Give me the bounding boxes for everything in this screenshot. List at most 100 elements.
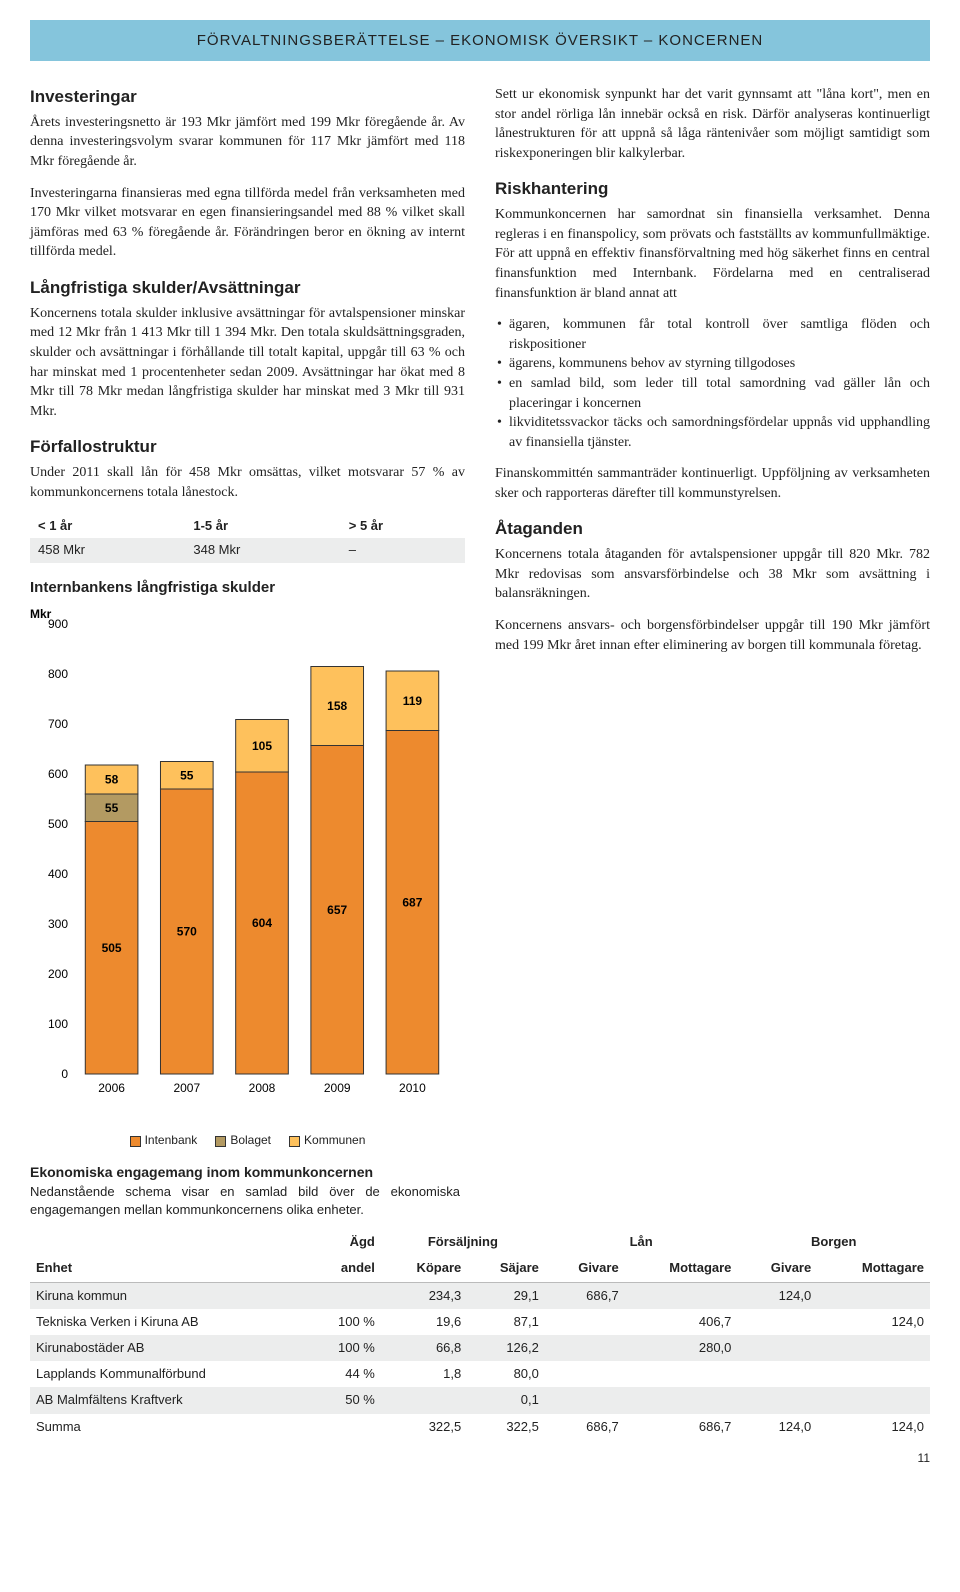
svg-text:58: 58 <box>105 772 119 786</box>
td: 322,5 <box>467 1414 545 1440</box>
para: Sett ur ekonomisk synpunkt har det varit… <box>495 85 930 163</box>
td <box>817 1282 930 1309</box>
td: Kirunabostäder AB <box>30 1335 307 1361</box>
chart-title: Internbankens långfristiga skulder <box>30 577 465 598</box>
td <box>737 1335 817 1361</box>
svg-text:570: 570 <box>177 924 197 938</box>
svg-text:600: 600 <box>48 767 68 781</box>
svg-text:0: 0 <box>61 1067 68 1081</box>
td <box>307 1282 381 1309</box>
table-row: AB Malmfältens Kraftverk50 %0,1 <box>30 1387 930 1413</box>
td: 124,0 <box>737 1414 817 1440</box>
svg-text:505: 505 <box>102 940 122 954</box>
td: – <box>341 538 465 562</box>
th-group: Borgen <box>737 1229 930 1255</box>
svg-text:400: 400 <box>48 867 68 881</box>
td <box>817 1361 930 1387</box>
td: 124,0 <box>737 1282 817 1309</box>
svg-text:200: 200 <box>48 967 68 981</box>
td <box>817 1387 930 1413</box>
para: Under 2011 skall lån för 458 Mkr omsätta… <box>30 463 465 502</box>
td: 44 % <box>307 1361 381 1387</box>
th-group: Lån <box>545 1229 738 1255</box>
para: Finanskommittén sammanträder kontinuerli… <box>495 464 930 503</box>
table-row: Summa322,5322,5686,7686,7124,0124,0 <box>30 1414 930 1440</box>
para: Koncernens totala skulder inklusive avsä… <box>30 304 465 422</box>
td: 686,7 <box>625 1414 738 1440</box>
td <box>307 1414 381 1440</box>
svg-text:657: 657 <box>327 902 347 916</box>
td <box>381 1387 467 1413</box>
eco-table: ÄgdFörsäljningLånBorgenEnhetandelKöpareS… <box>30 1229 930 1440</box>
svg-text:55: 55 <box>180 768 194 782</box>
legend-item: Kommunen <box>289 1132 365 1149</box>
td <box>625 1387 738 1413</box>
eco-desc: Nedanstående schema visar en samlad bild… <box>30 1183 460 1219</box>
bullet-list: ägaren, kommunen får total kontroll över… <box>495 315 930 452</box>
th: 1-5 år <box>185 514 340 538</box>
bullet-item: ägarens, kommunens behov av styrning til… <box>495 354 930 374</box>
right-column: Sett ur ekonomisk synpunkt har det varit… <box>495 85 930 1149</box>
table-row: Lapplands Kommunalförbund44 %1,880,0 <box>30 1361 930 1387</box>
svg-text:100: 100 <box>48 1017 68 1031</box>
td: 66,8 <box>381 1335 467 1361</box>
svg-text:55: 55 <box>105 800 119 814</box>
table-row: Kirunabostäder AB100 %66,8126,2280,0 <box>30 1335 930 1361</box>
th-group <box>30 1229 307 1255</box>
bullet-item: ägaren, kommunen får total kontroll över… <box>495 315 930 354</box>
svg-text:700: 700 <box>48 717 68 731</box>
td <box>545 1387 625 1413</box>
td: 0,1 <box>467 1387 545 1413</box>
page-header: FÖRVALTNINGSBERÄTTELSE – EKONOMISK ÖVERS… <box>30 20 930 61</box>
svg-text:500: 500 <box>48 817 68 831</box>
th: Säjare <box>467 1255 545 1282</box>
td: 80,0 <box>467 1361 545 1387</box>
td <box>625 1361 738 1387</box>
table-row: Kiruna kommun234,329,1686,7124,0 <box>30 1282 930 1309</box>
svg-text:119: 119 <box>403 693 423 707</box>
td: Summa <box>30 1414 307 1440</box>
heading-skulder: Långfristiga skulder/Avsättningar <box>30 276 465 300</box>
heading-forfallo: Förfallostruktur <box>30 435 465 459</box>
th: Mottagare <box>625 1255 738 1282</box>
td: 322,5 <box>381 1414 467 1440</box>
para: Investeringarna finansieras med egna til… <box>30 184 465 262</box>
th: > 5 år <box>341 514 465 538</box>
two-column-layout: Investeringar Årets investeringsnetto är… <box>30 85 930 1149</box>
svg-text:604: 604 <box>252 916 272 930</box>
heading-atag: Åtaganden <box>495 517 930 541</box>
bullet-item: en samlad bild, som leder till total sam… <box>495 374 930 413</box>
forfallo-table: < 1 år 1-5 år > 5 år 458 Mkr 348 Mkr – <box>30 514 465 562</box>
para: Årets investeringsnetto är 193 Mkr jämfö… <box>30 113 465 172</box>
td: Kiruna kommun <box>30 1282 307 1309</box>
eco-title: Ekonomiska engagemang inom kommunkoncern… <box>30 1163 930 1183</box>
td: 1,8 <box>381 1361 467 1387</box>
heading-risk: Riskhantering <box>495 177 930 201</box>
para: Koncernens totala åtaganden för avtalspe… <box>495 545 930 604</box>
td: 686,7 <box>545 1414 625 1440</box>
td: 234,3 <box>381 1282 467 1309</box>
svg-text:2007: 2007 <box>173 1081 200 1095</box>
bullet-item: likviditetssvackor täcks och samordnings… <box>495 413 930 452</box>
table-row: Tekniska Verken i Kiruna AB100 %19,687,1… <box>30 1309 930 1335</box>
th-group: Försäljning <box>381 1229 545 1255</box>
svg-text:2008: 2008 <box>249 1081 276 1095</box>
chart-svg: 0100200300400500600700800900Mkr505555820… <box>30 604 460 1124</box>
svg-text:158: 158 <box>327 699 347 713</box>
th: Köpare <box>381 1255 467 1282</box>
td <box>817 1335 930 1361</box>
td <box>625 1282 738 1309</box>
td: 19,6 <box>381 1309 467 1335</box>
legend-item: Bolaget <box>215 1132 271 1149</box>
th: Enhet <box>30 1255 307 1282</box>
td: Lapplands Kommunalförbund <box>30 1361 307 1387</box>
td: 87,1 <box>467 1309 545 1335</box>
para: Koncernens ansvars- och borgensförbindel… <box>495 616 930 655</box>
th: andel <box>307 1255 381 1282</box>
th: < 1 år <box>30 514 185 538</box>
svg-text:2006: 2006 <box>98 1081 125 1095</box>
td: 124,0 <box>817 1309 930 1335</box>
td: 280,0 <box>625 1335 738 1361</box>
td: 100 % <box>307 1335 381 1361</box>
td: 458 Mkr <box>30 538 185 562</box>
